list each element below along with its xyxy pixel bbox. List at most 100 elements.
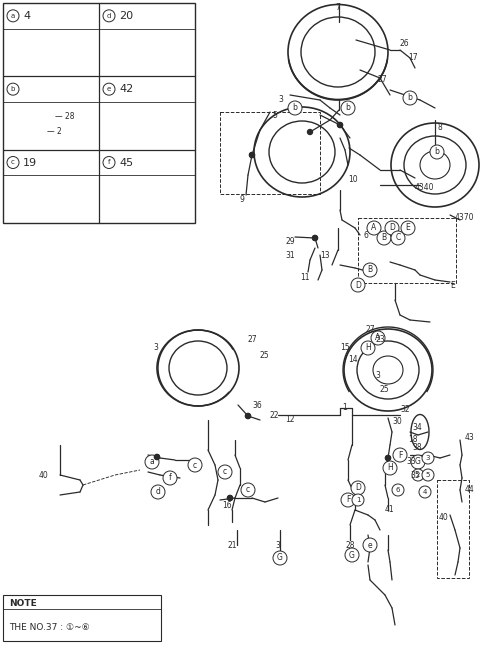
Text: 31: 31 [286,251,295,259]
Text: 42: 42 [119,84,133,94]
Circle shape [367,221,381,235]
Bar [437,480,469,578]
Circle shape [155,455,159,459]
Text: 20: 20 [119,11,133,21]
Text: f: f [168,474,171,482]
Circle shape [419,486,431,498]
Text: e: e [107,86,111,92]
Text: 22: 22 [270,411,279,420]
Text: 1: 1 [356,497,360,503]
Circle shape [245,413,251,418]
Text: 5: 5 [272,111,277,120]
Text: H: H [387,463,393,472]
Text: 3: 3 [278,95,283,105]
Text: b: b [293,103,298,113]
Text: c: c [11,159,15,166]
Circle shape [430,145,444,159]
Text: 18: 18 [408,436,418,445]
Circle shape [385,455,391,461]
Text: 35: 35 [410,470,420,480]
Circle shape [337,122,343,128]
Text: 34: 34 [412,424,422,432]
Text: 43: 43 [465,434,475,442]
Text: E: E [450,280,455,290]
Text: D: D [355,280,361,290]
Text: b: b [434,147,439,157]
Text: C: C [396,234,401,243]
Circle shape [218,465,232,479]
Circle shape [151,485,165,499]
Circle shape [385,221,399,235]
Text: 38: 38 [412,443,421,453]
Circle shape [341,493,355,507]
Text: H: H [365,343,371,353]
Text: e: e [368,540,372,549]
Text: 5: 5 [426,472,430,478]
Circle shape [312,236,317,241]
Circle shape [245,413,251,418]
Text: G: G [349,551,355,559]
Text: 10: 10 [348,176,358,184]
Text: 4: 4 [23,11,30,21]
Text: 3: 3 [375,370,380,380]
Text: b: b [408,93,412,103]
Circle shape [163,471,177,485]
Text: 25: 25 [380,386,390,395]
Text: 41: 41 [385,505,395,515]
Circle shape [250,153,254,157]
Circle shape [401,221,415,235]
Text: 6: 6 [364,230,369,240]
Text: G: G [415,457,421,467]
Text: 27: 27 [378,76,388,84]
Circle shape [145,455,159,469]
Circle shape [351,481,365,495]
Text: 25: 25 [260,351,270,359]
Text: 44: 44 [465,486,475,495]
Text: 2: 2 [416,472,420,478]
Text: 40: 40 [438,513,448,522]
Bar [3,3,195,223]
Text: 27: 27 [365,326,374,334]
Circle shape [352,494,364,506]
Text: 27: 27 [248,336,258,345]
Text: f: f [108,159,110,166]
Text: 15: 15 [340,343,350,353]
Text: b: b [346,103,350,113]
Text: 16: 16 [222,501,232,509]
Text: d: d [156,488,160,497]
Text: 13: 13 [320,251,330,261]
Circle shape [103,10,115,22]
Text: c: c [246,486,250,495]
Text: 14: 14 [348,355,358,365]
Circle shape [228,495,232,501]
Text: 3: 3 [153,343,158,353]
Text: 21: 21 [227,540,237,549]
Text: 12: 12 [286,415,295,424]
Circle shape [228,495,232,501]
Text: A: A [372,224,377,232]
Text: b: b [11,86,15,92]
Circle shape [385,455,391,461]
Text: 30: 30 [392,417,402,426]
Text: F: F [398,451,402,459]
Circle shape [377,231,391,245]
Circle shape [308,130,312,134]
Text: 33: 33 [406,457,416,467]
Circle shape [351,278,365,292]
Circle shape [341,101,355,115]
Circle shape [155,455,159,459]
Text: c: c [193,461,197,470]
Text: a: a [11,13,15,19]
Circle shape [337,122,343,128]
Circle shape [345,548,359,562]
Circle shape [7,157,19,168]
Text: D: D [355,484,361,492]
Circle shape [422,469,434,481]
Circle shape [392,484,404,496]
Text: B: B [382,234,386,243]
Text: 36: 36 [252,401,262,409]
Circle shape [422,452,434,464]
Circle shape [103,83,115,95]
Circle shape [188,458,202,472]
Text: 26: 26 [400,39,409,49]
